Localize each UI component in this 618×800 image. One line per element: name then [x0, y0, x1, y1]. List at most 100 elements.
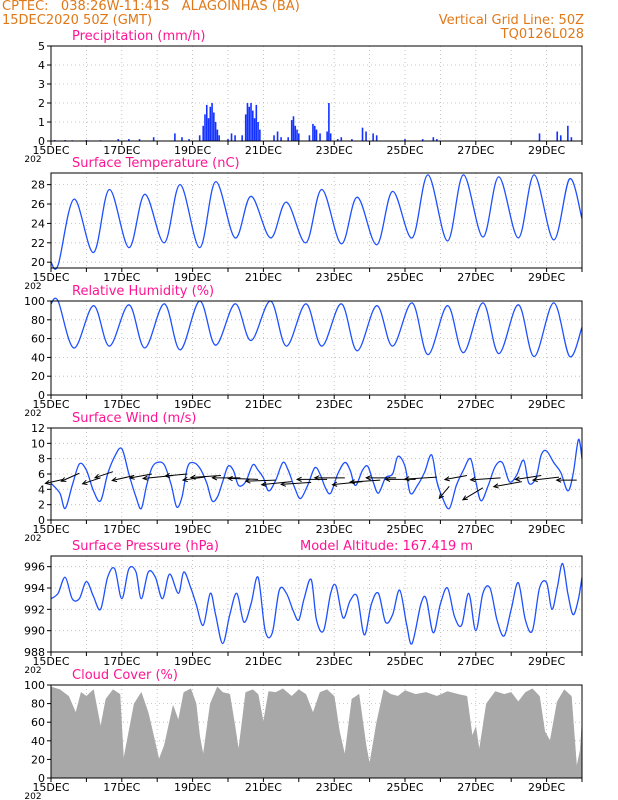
wind-vector-head [44, 479, 51, 485]
y-tick-label: 40 [31, 351, 45, 364]
wind-vector-head [438, 493, 445, 500]
wind-vector-head [280, 481, 286, 487]
x-tick-label: 21DEC [245, 271, 282, 284]
x-tick-label: 21DEC [245, 398, 282, 411]
precip-bar [152, 137, 155, 141]
y-tick-label: 0 [38, 135, 45, 148]
y-tick-label: 60 [31, 333, 45, 346]
x-tick-label: 29DEC [528, 523, 565, 536]
precip-bar [340, 137, 343, 141]
precip-bar [214, 122, 217, 141]
wind-vector-head [492, 483, 499, 489]
wind-speed-line [50, 438, 583, 510]
precip-bar [328, 103, 330, 141]
precip-bar [404, 139, 406, 141]
y-tick-label: 0 [38, 514, 45, 527]
x-tick-label: 19DEC [174, 271, 211, 284]
y-tick-label: 988 [24, 646, 45, 659]
precip-bar [292, 116, 295, 141]
precip-bar [202, 125, 205, 141]
grid-note: Vertical Grid Line: 50Z [438, 13, 584, 28]
wind-vector-head [555, 477, 562, 483]
y-tick-label: 60 [31, 716, 45, 729]
y-tick-label: 8 [38, 453, 45, 466]
wind-vector [228, 477, 259, 480]
year-label: 202 [24, 666, 41, 676]
y-tick-label: 6 [38, 468, 45, 481]
year-label: 202 [24, 282, 41, 292]
x-tick-label: 29DEC [528, 398, 565, 411]
panel-3: 0 2 4 6 8 10 12 15DEC 17DEC 19DEC 21DEC 23DEC 25DEC 2… [24, 411, 583, 544]
wind-vector-head [128, 474, 135, 480]
x-tick-label: 17DEC [103, 398, 140, 411]
x-tick-label: 19DEC [174, 523, 211, 536]
precip-bar [205, 104, 208, 141]
precip-bar [174, 133, 176, 141]
precip-bar [326, 131, 328, 141]
panel-title: Surface Wind (m/s) [72, 411, 196, 426]
wind-vector-head [244, 478, 251, 484]
x-tick-label: 17DEC [103, 523, 140, 536]
precip-bar [246, 103, 249, 141]
precip-bar [375, 135, 378, 141]
model-altitude: Model Altitude: 167.419 m [300, 539, 473, 554]
precip-bar [234, 135, 236, 141]
wind-vector-head [81, 479, 88, 485]
precip-bar [198, 135, 201, 141]
wind-vector-head [331, 481, 338, 487]
precip-bar [361, 127, 364, 141]
wind-vector [112, 475, 135, 482]
model-id: TQ0126L028 [500, 27, 584, 42]
forecast-date: 15DEC2020 50Z (GMT) [2, 13, 153, 28]
precip-bar [276, 131, 279, 141]
wind-vector-head [313, 475, 320, 481]
x-tick-label: 19DEC [174, 781, 211, 794]
y-tick-label: 20 [31, 256, 45, 269]
wind-vector-head [181, 476, 188, 483]
x-tick-label: 25DEC [386, 271, 423, 284]
year-label: 202 [24, 155, 41, 165]
precip-bar [248, 106, 251, 141]
panel-title: Cloud Cover (%) [72, 668, 178, 683]
x-tick-label: 27DEC [457, 523, 494, 536]
year-label: 202 [24, 534, 41, 544]
y-tick-label: 5 [38, 40, 45, 53]
wind-vector [332, 481, 363, 486]
y-tick-label: 2 [38, 97, 45, 110]
x-tick-label: 19DEC [174, 655, 211, 668]
precip-bar [250, 103, 252, 141]
plot-frame [50, 555, 583, 653]
precip-bar [213, 112, 215, 141]
precip-bar [188, 139, 190, 141]
y-tick-label: 12 [31, 422, 45, 435]
y-tick-label: 3 [38, 78, 45, 91]
panel-1: 20 22 24 26 28 15DEC 17DEC 19DEC 21DEC 23DEC 25DEC… [24, 156, 583, 292]
plot-frame [50, 300, 583, 396]
wind-vector [438, 485, 450, 499]
x-tick-label: 15DEC [32, 523, 69, 536]
precip-bar [253, 118, 256, 141]
wind-vector [45, 478, 64, 484]
precip-bar [290, 120, 293, 141]
y-tick-label: 80 [31, 314, 45, 327]
x-tick-label: 29DEC [528, 271, 565, 284]
x-tick-label: 21DEC [245, 523, 282, 536]
x-tick-label: 29DEC [528, 144, 565, 157]
precip-bar [329, 133, 332, 141]
precip-bar [372, 133, 374, 141]
y-tick-label: 0 [38, 772, 45, 785]
x-tick-label: 27DEC [457, 655, 494, 668]
year-label: 202 [24, 792, 41, 800]
precip-bar [216, 129, 219, 141]
x-tick-label: 27DEC [457, 144, 494, 157]
precip-bar [257, 122, 259, 141]
wind-vector [61, 472, 80, 482]
wind-vector [129, 473, 152, 479]
x-tick-label: 25DEC [386, 398, 423, 411]
y-tick-label: 4 [38, 483, 45, 496]
precip-bar [432, 137, 435, 141]
y-tick-label: 24 [31, 217, 45, 230]
x-tick-label: 25DEC [386, 781, 423, 794]
panel-title: Surface Temperature (nC) [72, 156, 240, 171]
precip-bar [298, 133, 300, 141]
